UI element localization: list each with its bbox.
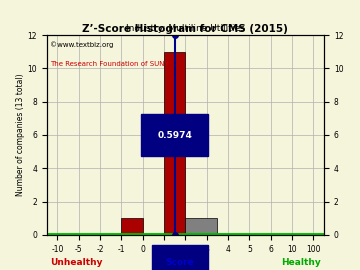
Text: Unhealthy: Unhealthy	[50, 258, 103, 267]
Title: Z’-Score Histogram for CMS (2015): Z’-Score Histogram for CMS (2015)	[82, 24, 288, 34]
Text: 0.5974: 0.5974	[157, 130, 192, 140]
Text: Score: Score	[166, 258, 194, 267]
Bar	[121, 218, 143, 235]
Text: Industry: Multiline Utilities: Industry: Multiline Utilities	[126, 24, 245, 33]
Y-axis label: Number of companies (13 total): Number of companies (13 total)	[16, 74, 25, 196]
Text: ©www.textbiz.org: ©www.textbiz.org	[50, 41, 113, 48]
Text: The Research Foundation of SUNY: The Research Foundation of SUNY	[50, 61, 168, 67]
Text: Healthy: Healthy	[281, 258, 320, 267]
Bar	[185, 218, 217, 235]
Bar	[164, 52, 185, 235]
